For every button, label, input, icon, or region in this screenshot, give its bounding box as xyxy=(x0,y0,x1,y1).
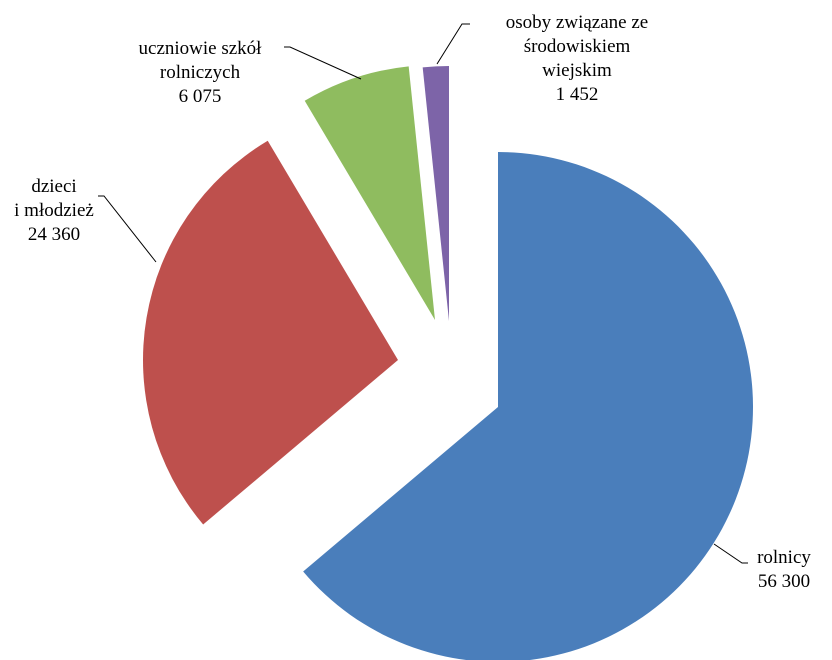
leader-line-3 xyxy=(284,46,362,80)
slice-category-1: rolnicy xyxy=(757,547,811,568)
slice-category-2: dzieci xyxy=(31,176,76,197)
slice-category-3: uczniowie szkół xyxy=(139,38,263,59)
slice-category-4: osoby związane ze xyxy=(506,12,648,33)
slice-category-4: wiejskim xyxy=(542,60,612,81)
pie-slice-2 xyxy=(143,140,398,525)
leader-line-1 xyxy=(713,543,748,564)
leader-line-4 xyxy=(436,23,470,65)
slice-value-4: 1 452 xyxy=(556,84,599,105)
pie-slice-3 xyxy=(304,66,435,320)
slice-value-3: 6 075 xyxy=(179,86,222,107)
slice-value-1: 56 300 xyxy=(758,571,810,592)
slice-label-2: dzieci i młodzież 24 360 xyxy=(14,176,94,245)
pie-slice-1 xyxy=(303,152,753,660)
pie-slice-4 xyxy=(422,65,449,321)
slice-label-4: osoby związane ze środowiskiem wiejskim 1 4… xyxy=(506,12,648,105)
slice-labels: rolnicy 56 300 dzieci i młodzież 24 360 uczni… xyxy=(14,12,811,592)
slice-label-3: uczniowie szkół rolniczych 6 075 xyxy=(139,38,263,107)
slice-category-4: środowiskiem xyxy=(524,36,631,57)
pie-slices xyxy=(143,65,753,660)
slice-category-3: rolniczych xyxy=(160,62,241,83)
slice-label-1: rolnicy 56 300 xyxy=(757,547,811,592)
slice-value-2: 24 360 xyxy=(28,224,80,245)
slice-category-2: i młodzież xyxy=(14,200,94,221)
leader-line-2 xyxy=(98,195,157,263)
